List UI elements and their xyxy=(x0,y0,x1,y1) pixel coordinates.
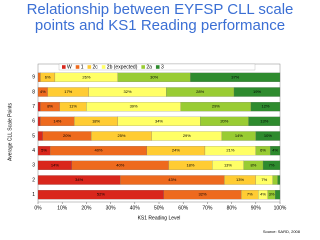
value-label: 17% xyxy=(64,89,72,94)
bar-segment xyxy=(262,160,281,170)
bar-segment xyxy=(248,116,281,126)
bar-segment xyxy=(250,102,281,112)
y-tick-label: 2 xyxy=(32,177,35,183)
value-label: 10% xyxy=(264,133,272,138)
value-label: 5% xyxy=(41,148,47,153)
value-label: 4% xyxy=(272,148,278,153)
bar-segment xyxy=(255,131,281,141)
value-label: 29% xyxy=(183,133,191,138)
value-label: 3% xyxy=(269,192,275,197)
value-label: 32% xyxy=(199,192,207,197)
legend-label: 2a xyxy=(146,64,152,70)
x-tick-label: 20% xyxy=(81,205,92,211)
legend-label: 2b (expected) xyxy=(107,64,138,70)
y-tick-label: 5 xyxy=(32,133,35,139)
bar-segment xyxy=(37,102,41,112)
x-tick-label: 90% xyxy=(251,205,262,211)
legend-label: 1 xyxy=(81,64,84,70)
value-label: 25% xyxy=(117,133,125,138)
bar-segment xyxy=(233,87,281,97)
bar-segment xyxy=(37,116,41,126)
value-label: 12% xyxy=(261,104,269,109)
value-label: 7% xyxy=(261,177,267,182)
x-tick-label: 10% xyxy=(57,205,68,211)
value-label: 40% xyxy=(94,148,102,153)
value-label: 6% xyxy=(260,148,266,153)
value-label: 7% xyxy=(247,192,253,197)
x-tick-label: 50% xyxy=(154,205,165,211)
y-tick-label: 4 xyxy=(32,148,35,154)
bar-segment xyxy=(275,190,281,200)
value-label: 4% xyxy=(40,89,46,94)
legend-swatch xyxy=(87,65,92,69)
value-label: 13% xyxy=(236,177,244,182)
value-label: 28% xyxy=(196,89,204,94)
bar-segment xyxy=(272,175,278,185)
value-label: 21% xyxy=(226,148,234,153)
value-label: 24% xyxy=(172,148,180,153)
x-tick-label: 0% xyxy=(34,205,42,211)
x-tick-label: 100% xyxy=(274,205,287,211)
value-label: 18% xyxy=(92,118,100,123)
value-label: 34% xyxy=(155,118,163,123)
value-label: 19% xyxy=(253,89,261,94)
y-tick-label: 9 xyxy=(32,75,35,81)
x-tick-label: 40% xyxy=(130,205,141,211)
bar-segment xyxy=(277,175,281,185)
y-axis-label: Average CLL Scale Points xyxy=(7,102,13,161)
value-label: 37% xyxy=(231,74,239,79)
value-label: 13% xyxy=(224,162,232,167)
x-tick-label: 30% xyxy=(106,205,117,211)
bar-segment xyxy=(37,72,41,82)
bar-segment xyxy=(190,72,281,82)
chart-title: Relationship between EYFSP CLL scale poi… xyxy=(26,1,294,34)
x-axis-label: KS1 Reading Level xyxy=(138,215,181,221)
value-label: 30% xyxy=(150,74,158,79)
value-label: 39% xyxy=(130,104,138,109)
value-label: 43% xyxy=(168,177,176,182)
y-tick-label: 7 xyxy=(32,104,35,110)
legend-label: 3 xyxy=(161,64,164,70)
value-label: 29% xyxy=(212,104,220,109)
value-label: 6% xyxy=(45,74,51,79)
legend-label: 2c xyxy=(93,64,99,70)
value-label: 26% xyxy=(82,74,90,79)
y-tick-label: 6 xyxy=(32,119,35,125)
value-label: 7% xyxy=(269,162,275,167)
source: Source: SARD, 2008 xyxy=(263,229,301,234)
value-label: 32% xyxy=(124,89,132,94)
value-label: 40% xyxy=(116,162,124,167)
value-label: 20% xyxy=(63,133,71,138)
y-tick-label: 3 xyxy=(32,163,35,169)
x-tick-label: 70% xyxy=(202,205,213,211)
value-label: 8% xyxy=(47,104,53,109)
value-label: 52% xyxy=(97,192,105,197)
value-label: 4% xyxy=(260,192,266,197)
legend-swatch xyxy=(75,65,80,69)
legend-swatch xyxy=(62,65,66,69)
value-label: 13% xyxy=(260,118,268,123)
x-tick-label: 80% xyxy=(227,205,238,211)
value-label: 14% xyxy=(235,133,243,138)
legend-swatch xyxy=(141,65,145,69)
legend-label: W xyxy=(67,64,72,70)
value-label: 14% xyxy=(53,118,61,123)
value-label: 18% xyxy=(186,162,194,167)
legend-swatch xyxy=(155,65,160,69)
y-tick-label: 8 xyxy=(32,89,35,95)
bar-segment xyxy=(270,146,281,156)
legend-swatch xyxy=(101,65,106,69)
value-label: 14% xyxy=(51,162,59,167)
x-tick-label: 60% xyxy=(178,205,189,211)
y-tick-label: 1 xyxy=(32,192,35,198)
value-label: 11% xyxy=(69,104,77,109)
value-label: 8% xyxy=(250,162,256,167)
bar-segment xyxy=(37,131,43,141)
value-label: 34% xyxy=(75,177,83,182)
value-label: 20% xyxy=(220,118,228,123)
